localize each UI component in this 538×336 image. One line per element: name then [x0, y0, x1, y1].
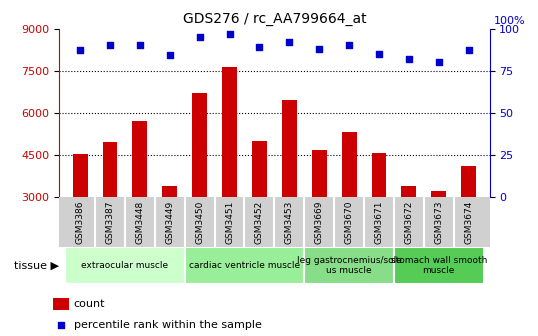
- Text: GSM3672: GSM3672: [405, 201, 413, 244]
- Bar: [132, 121, 147, 197]
- Bar: [282, 100, 297, 197]
- Bar: [185, 247, 305, 284]
- Text: tissue ▶: tissue ▶: [13, 260, 59, 270]
- Point: [315, 46, 323, 51]
- Point: [166, 53, 174, 58]
- Text: GSM3453: GSM3453: [285, 201, 294, 244]
- Point: [435, 59, 443, 65]
- Bar: [312, 151, 327, 197]
- Text: percentile rank within the sample: percentile rank within the sample: [74, 321, 261, 330]
- Bar: [342, 132, 357, 197]
- Point: [374, 51, 383, 56]
- Text: GSM3452: GSM3452: [255, 201, 264, 244]
- Text: count: count: [74, 299, 105, 309]
- Point: [105, 43, 114, 48]
- Text: GSM3671: GSM3671: [374, 201, 384, 244]
- Point: [136, 43, 144, 48]
- Text: GSM3449: GSM3449: [165, 201, 174, 244]
- Point: [345, 43, 353, 48]
- Bar: [222, 67, 237, 197]
- Bar: [162, 186, 177, 197]
- Point: [405, 56, 413, 61]
- Text: stomach wall smooth
muscle: stomach wall smooth muscle: [391, 256, 487, 275]
- Bar: [394, 247, 484, 284]
- Bar: [431, 191, 446, 197]
- Point: [56, 323, 65, 328]
- Text: GSM3386: GSM3386: [76, 201, 84, 244]
- Bar: [192, 93, 207, 197]
- Bar: [461, 166, 476, 197]
- Text: GSM3674: GSM3674: [464, 201, 473, 244]
- Bar: [73, 154, 88, 197]
- Point: [225, 31, 234, 36]
- Bar: [103, 142, 117, 197]
- Bar: [53, 298, 69, 310]
- Point: [76, 48, 84, 53]
- Bar: [401, 186, 416, 197]
- Text: GSM3450: GSM3450: [195, 201, 204, 244]
- Bar: [65, 247, 185, 284]
- Text: GSM3670: GSM3670: [345, 201, 353, 244]
- Bar: [372, 153, 386, 197]
- Text: GSM3673: GSM3673: [434, 201, 443, 244]
- Title: GDS276 / rc_AA799664_at: GDS276 / rc_AA799664_at: [182, 12, 366, 26]
- Point: [195, 34, 204, 40]
- Point: [285, 39, 294, 45]
- Text: GSM3448: GSM3448: [136, 201, 144, 244]
- Text: GSM3387: GSM3387: [105, 201, 115, 244]
- Text: 100%: 100%: [494, 16, 526, 26]
- Bar: [305, 247, 394, 284]
- Point: [255, 44, 264, 50]
- Text: leg gastrocnemius/sole
us muscle: leg gastrocnemius/sole us muscle: [296, 256, 401, 275]
- Point: [464, 48, 473, 53]
- Text: GSM3451: GSM3451: [225, 201, 234, 244]
- Text: cardiac ventricle muscle: cardiac ventricle muscle: [189, 261, 300, 270]
- Text: extraocular muscle: extraocular muscle: [81, 261, 168, 270]
- Bar: [252, 140, 267, 197]
- Text: GSM3669: GSM3669: [315, 201, 324, 244]
